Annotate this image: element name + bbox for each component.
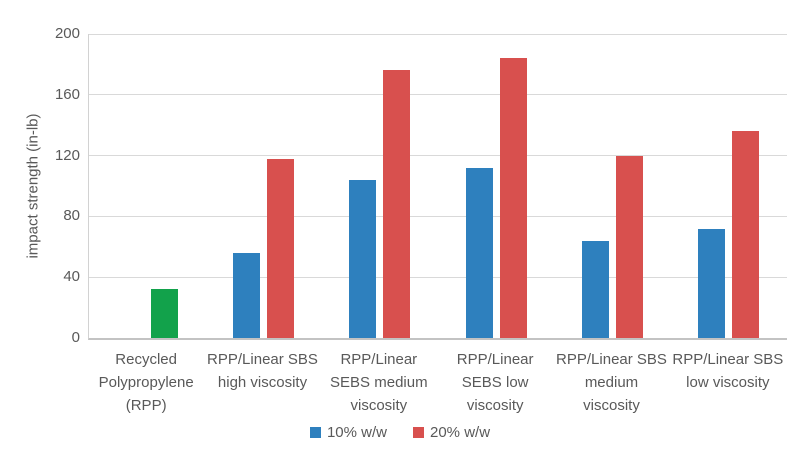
y-tick-label: 0 bbox=[71, 329, 80, 346]
bar-20-w-w bbox=[616, 155, 643, 338]
gridline bbox=[89, 276, 787, 278]
bar-10-w-w bbox=[582, 240, 609, 338]
y-tick-label: 40 bbox=[63, 268, 80, 286]
bar-20-w-w bbox=[732, 131, 760, 338]
gridline bbox=[89, 155, 787, 157]
x-axis-label: RPP/Linear SEBS medium viscosity bbox=[330, 351, 428, 414]
bar-10-w-w bbox=[698, 228, 726, 338]
bar-20-w-w bbox=[383, 70, 411, 338]
y-tick-label: 120 bbox=[54, 146, 80, 164]
bar-10-w-w bbox=[233, 252, 260, 338]
y-tick-label: 80 bbox=[63, 207, 80, 225]
bar-20-w-w bbox=[267, 158, 294, 338]
bar-20-w-w bbox=[499, 58, 527, 338]
bar-rpp-baseline bbox=[150, 289, 178, 338]
y-tick-label: 200 bbox=[54, 25, 80, 42]
legend: 10% w/w 20% w/w bbox=[0, 420, 800, 444]
bar-10-w-w bbox=[349, 179, 377, 338]
legend-item: 10% w/w bbox=[309, 423, 387, 441]
x-axis-label: RPP/Linear SBS high viscosity bbox=[207, 351, 318, 391]
gridline bbox=[89, 33, 787, 35]
gridline bbox=[89, 215, 787, 217]
legend-swatch bbox=[309, 426, 321, 438]
legend-label: 10% w/w bbox=[326, 423, 387, 441]
x-axis-label: RPP/Linear SBS medium viscosity bbox=[556, 351, 667, 414]
x-axis-label: RPP/Linear SEBS low viscosity bbox=[456, 351, 534, 414]
legend-swatch bbox=[413, 426, 424, 438]
y-tick-label: 160 bbox=[54, 85, 80, 103]
gridline bbox=[89, 94, 787, 96]
legend-item: 20% w/w bbox=[413, 424, 490, 441]
x-axis-label: Recycled Polypropylene (RPP) bbox=[98, 351, 194, 414]
x-axis-label: RPP/Linear SBS low viscosity bbox=[672, 351, 784, 391]
bar-10-w-w bbox=[465, 167, 493, 338]
y-axis-title: impact strength (in-lb) bbox=[24, 113, 42, 259]
legend-label: 20% w/w bbox=[430, 423, 491, 441]
plot-area bbox=[88, 33, 787, 340]
